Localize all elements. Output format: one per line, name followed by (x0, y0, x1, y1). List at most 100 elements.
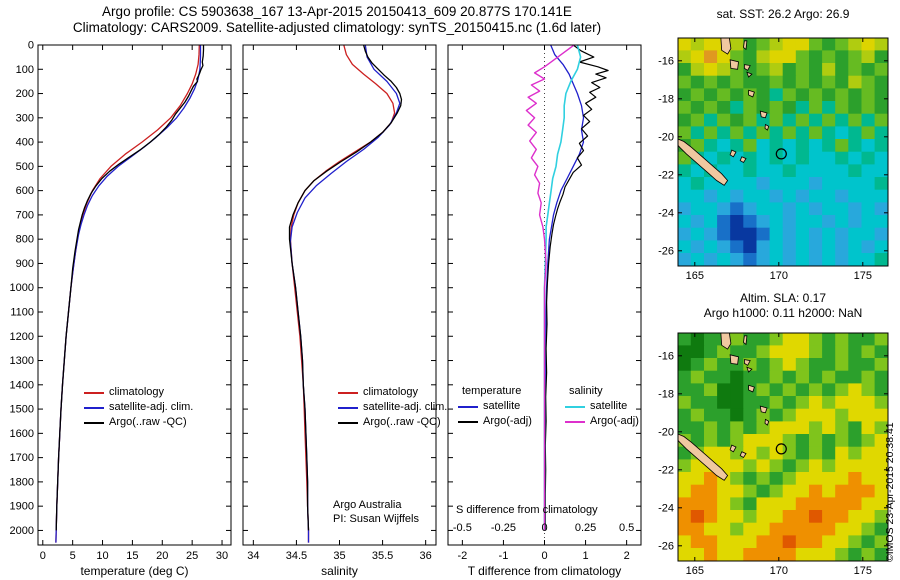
legend-label: Argo(..raw -QC) (109, 416, 187, 428)
svg-text:temperature (deg C): temperature (deg C) (80, 564, 188, 578)
legend-label: Argo(-adj) (590, 415, 639, 427)
argo-line-swatch (84, 421, 104, 424)
svg-text:S difference from climatology: S difference from climatology (456, 504, 598, 516)
satellite-adj-line-swatch (338, 406, 358, 409)
legend-header: salinity (569, 385, 603, 397)
svg-text:-22: -22 (658, 169, 674, 181)
svg-text:1600: 1600 (10, 428, 34, 440)
svg-text:-18: -18 (658, 93, 674, 105)
svg-text:1000: 1000 (10, 282, 34, 294)
svg-text:-16: -16 (658, 55, 674, 67)
svg-text:800: 800 (16, 234, 34, 246)
svg-text:1: 1 (583, 550, 589, 562)
svg-text:400: 400 (16, 137, 34, 149)
svg-text:36: 36 (420, 550, 432, 562)
svg-text:salinity: salinity (321, 564, 358, 578)
legend-item: Argo(-adj) (565, 414, 639, 429)
svg-text:175: 175 (854, 565, 872, 577)
legend-label: climatology (363, 386, 419, 398)
t-argo-line-swatch (458, 420, 478, 423)
svg-text:1200: 1200 (10, 331, 34, 343)
svg-text:30: 30 (216, 550, 228, 562)
svg-text:-24: -24 (658, 502, 674, 514)
climatology-line-swatch (84, 391, 104, 394)
svg-text:35.5: 35.5 (372, 550, 393, 562)
svg-text:500: 500 (16, 161, 34, 173)
svg-text:700: 700 (16, 209, 34, 221)
svg-text:-16: -16 (658, 350, 674, 362)
figure-subtitle: Climatology: CARS2009. Satellite-adjuste… (72, 20, 602, 35)
svg-text:-24: -24 (658, 207, 674, 219)
legend-item: climatology (338, 385, 447, 400)
pi-label: PI: Susan Wijffels (333, 513, 419, 525)
svg-text:-0.5: -0.5 (453, 522, 472, 534)
svg-text:34.5: 34.5 (286, 550, 307, 562)
svg-text:10: 10 (96, 550, 108, 562)
svg-text:1400: 1400 (10, 379, 34, 391)
difference-salinity-legend: salinity satellite Argo(-adj) (565, 384, 639, 429)
svg-text:1800: 1800 (10, 476, 34, 488)
climatology-line-swatch (338, 391, 358, 394)
satellite-adj-line-swatch (84, 406, 104, 409)
temperature-panel-legend: climatology satellite-adj. clim. Argo(..… (84, 385, 193, 430)
svg-text:5: 5 (70, 550, 76, 562)
svg-text:-26: -26 (658, 540, 674, 552)
svg-text:-22: -22 (658, 464, 674, 476)
svg-text:20: 20 (156, 550, 168, 562)
svg-text:0: 0 (541, 550, 547, 562)
svg-text:-1: -1 (499, 550, 509, 562)
sst-map-title: sat. SST: 26.2 Argo: 26.9 (716, 7, 850, 21)
salinity-panel-legend: climatology satellite-adj. clim. Argo(..… (338, 385, 447, 430)
legend-item: satellite-adj. clim. (338, 400, 447, 415)
svg-text:300: 300 (16, 112, 34, 124)
svg-text:1900: 1900 (10, 501, 34, 513)
svg-text:-20: -20 (658, 131, 674, 143)
svg-text:1300: 1300 (10, 355, 34, 367)
svg-text:1500: 1500 (10, 404, 34, 416)
legend-item: satellite (458, 399, 532, 414)
s-satellite-line-swatch (565, 405, 585, 408)
svg-text:-20: -20 (658, 426, 674, 438)
legend-item: climatology (84, 385, 193, 400)
argo-line-swatch (338, 421, 358, 424)
svg-text:15: 15 (126, 550, 138, 562)
sla-map-subtitle: Argo h1000: 0.11 h2000: NaN (703, 306, 863, 320)
svg-text:35: 35 (333, 550, 345, 562)
sla-map-title: Altim. SLA: 0.17 (739, 291, 827, 305)
svg-text:-26: -26 (658, 245, 674, 257)
svg-text:900: 900 (16, 258, 34, 270)
legend-label: climatology (109, 386, 165, 398)
svg-text:165: 165 (686, 565, 704, 577)
svg-text:0.25: 0.25 (575, 522, 596, 534)
imos-credit: ©IMOS 23-Apr-2015 20:38:41 (884, 422, 896, 562)
svg-text:34: 34 (247, 550, 259, 562)
svg-text:25: 25 (186, 550, 198, 562)
svg-text:1100: 1100 (10, 306, 34, 318)
legend-item: satellite (565, 399, 639, 414)
legend-item: satellite-adj. clim. (84, 400, 193, 415)
svg-text:170: 170 (770, 270, 788, 282)
svg-text:0: 0 (541, 522, 547, 534)
svg-text:175: 175 (854, 270, 872, 282)
argo-australia-label: Argo Australia (333, 499, 402, 511)
legend-label: satellite (483, 400, 521, 412)
svg-text:200: 200 (16, 88, 34, 100)
svg-text:170: 170 (770, 565, 788, 577)
svg-text:T difference from climatology: T difference from climatology (468, 564, 622, 578)
svg-text:2: 2 (624, 550, 630, 562)
svg-text:100: 100 (16, 64, 34, 76)
figure-title: Argo profile: CS 5903638_167 13-Apr-2015… (102, 4, 572, 19)
svg-text:2000: 2000 (10, 525, 34, 537)
legend-item: Argo(..raw -QC) (338, 415, 447, 430)
svg-text:1700: 1700 (10, 452, 34, 464)
legend-item: Argo(..raw -QC) (84, 415, 193, 430)
svg-text:165: 165 (686, 270, 704, 282)
legend-label: satellite-adj. clim. (109, 401, 194, 413)
t-satellite-line-swatch (458, 405, 478, 408)
svg-text:-2: -2 (457, 550, 467, 562)
legend-header: temperature (462, 385, 522, 397)
legend-label: satellite (590, 400, 628, 412)
s-argo-line-swatch (565, 420, 585, 423)
